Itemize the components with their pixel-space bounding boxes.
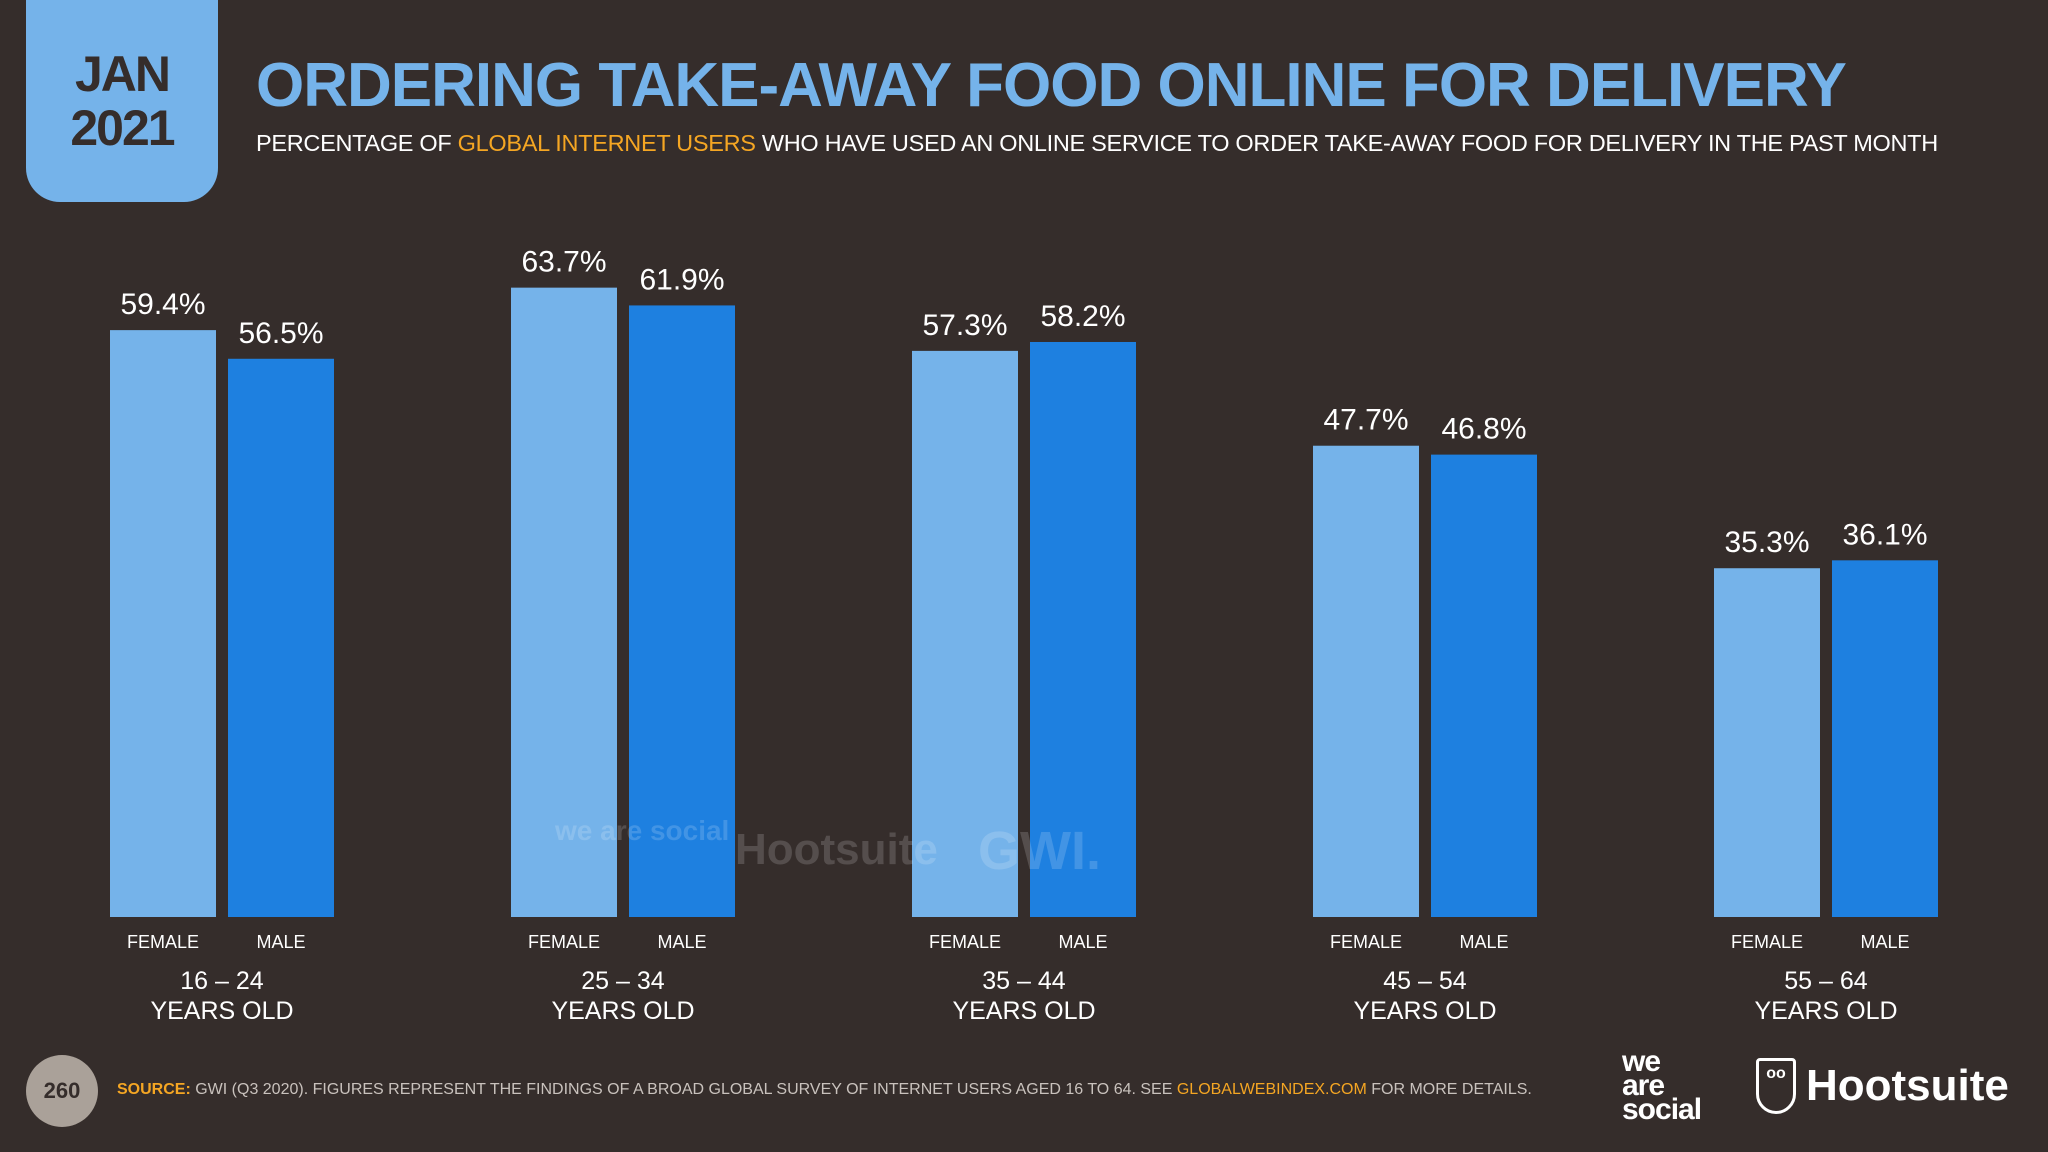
category-label: YEARS OLD bbox=[952, 997, 1095, 1025]
we-are-social-logo: we are social bbox=[1622, 1045, 1702, 1126]
page-number: 260 bbox=[26, 1055, 98, 1127]
category-label: 25 – 34 bbox=[581, 967, 665, 995]
bar-female bbox=[1313, 445, 1419, 917]
series-label: FEMALE bbox=[528, 932, 600, 952]
date-month: JAN bbox=[74, 46, 171, 102]
data-label: 59.4% bbox=[120, 288, 205, 321]
source-link[interactable]: GLOBALWEBINDEX.COM bbox=[1176, 1081, 1367, 1098]
source-text: GWI (Q3 2020). FIGURES REPRESENT THE FIN… bbox=[190, 1081, 1177, 1098]
category-label: YEARS OLD bbox=[1353, 997, 1496, 1025]
data-label: 61.9% bbox=[639, 263, 724, 296]
bar-male bbox=[1832, 560, 1938, 917]
bar-male bbox=[228, 358, 334, 917]
series-label: MALE bbox=[1459, 932, 1508, 952]
series-label: FEMALE bbox=[1330, 932, 1402, 952]
bar-male bbox=[1030, 341, 1136, 917]
hootsuite-logo: oo Hootsuite bbox=[1756, 1058, 2009, 1114]
page-title: ORDERING TAKE-AWAY FOOD ONLINE FOR DELIV… bbox=[256, 51, 1847, 120]
watermark-gwi: GWI. bbox=[978, 821, 1101, 881]
series-label: MALE bbox=[1860, 932, 1909, 952]
owl-icon: oo bbox=[1756, 1058, 1796, 1114]
bar-female bbox=[110, 330, 216, 917]
category-label: YEARS OLD bbox=[1754, 997, 1897, 1025]
data-label: 35.3% bbox=[1724, 526, 1809, 559]
category-label: 16 – 24 bbox=[180, 967, 264, 995]
category-label: YEARS OLD bbox=[150, 997, 293, 1025]
category-label: 45 – 54 bbox=[1383, 967, 1467, 995]
data-label: 57.3% bbox=[922, 309, 1007, 342]
category-label: 55 – 64 bbox=[1784, 967, 1868, 995]
data-label: 63.7% bbox=[521, 246, 606, 279]
bar-male bbox=[629, 305, 735, 918]
subtitle-post: WHO HAVE USED AN ONLINE SERVICE TO ORDER… bbox=[755, 130, 1938, 156]
series-label: MALE bbox=[657, 932, 706, 952]
watermark-hootsuite: Hootsuite bbox=[735, 825, 938, 874]
data-label: 58.2% bbox=[1040, 300, 1125, 333]
hootsuite-wordmark: Hootsuite bbox=[1806, 1061, 2009, 1110]
logo-line: social bbox=[1622, 1093, 1702, 1126]
bar-female bbox=[1714, 568, 1820, 917]
logo-line: we bbox=[1622, 1045, 1661, 1078]
date-year: 2021 bbox=[70, 100, 175, 156]
watermark-we-are-social: we are social bbox=[555, 815, 730, 846]
category-label: YEARS OLD bbox=[551, 997, 694, 1025]
series-label: FEMALE bbox=[929, 932, 1001, 952]
subtitle: PERCENTAGE OF GLOBAL INTERNET USERS WHO … bbox=[256, 130, 1938, 157]
data-label: 36.1% bbox=[1842, 518, 1927, 551]
category-label: 35 – 44 bbox=[982, 967, 1066, 995]
subtitle-highlight: GLOBAL INTERNET USERS bbox=[457, 130, 756, 156]
bar-male bbox=[1431, 454, 1537, 917]
series-label: FEMALE bbox=[127, 932, 199, 952]
data-label: 46.8% bbox=[1441, 413, 1526, 446]
bar-female bbox=[912, 350, 1018, 918]
subtitle-pre: PERCENTAGE OF bbox=[256, 130, 458, 156]
bar-female bbox=[511, 287, 617, 917]
data-label: 47.7% bbox=[1323, 404, 1408, 437]
logo-line: are bbox=[1622, 1069, 1665, 1102]
source-end: FOR MORE DETAILS. bbox=[1366, 1081, 1532, 1098]
series-label: MALE bbox=[256, 932, 305, 952]
date-badge: JAN 2021 bbox=[26, 0, 218, 202]
data-label: 56.5% bbox=[238, 317, 323, 350]
source-label: SOURCE: bbox=[117, 1081, 191, 1098]
series-label: MALE bbox=[1058, 932, 1107, 952]
series-label: FEMALE bbox=[1731, 932, 1803, 952]
source-note: SOURCE: GWI (Q3 2020). FIGURES REPRESENT… bbox=[117, 1081, 1532, 1099]
